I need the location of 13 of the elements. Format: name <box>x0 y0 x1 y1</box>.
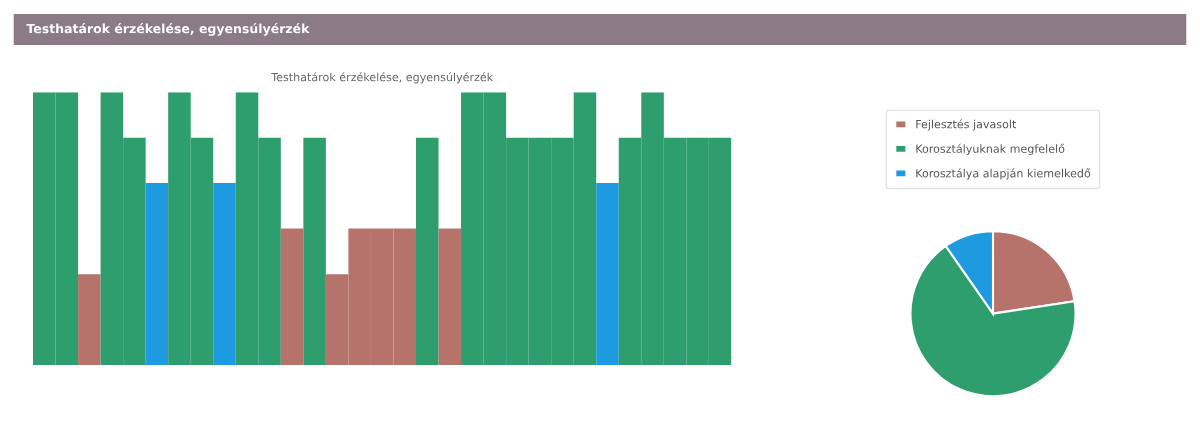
bar <box>78 274 101 366</box>
bar <box>280 228 304 366</box>
bar <box>596 183 619 366</box>
legend-label: Fejlesztés javasolt <box>916 119 1017 131</box>
bar <box>213 183 236 366</box>
chart-title: Testhatárok érzékelése, egyensúlyérzék <box>26 23 310 36</box>
bar <box>303 137 326 366</box>
bar <box>145 183 169 366</box>
legend-label: Korosztálya alapján kiemelkedő <box>916 168 1091 180</box>
bar <box>415 137 439 366</box>
bar <box>438 228 462 366</box>
legend-label: Korosztályuknak megfelelő <box>916 143 1065 156</box>
chart-subtitle: Testhatárok érzékelése, egyensúlyérzék <box>271 72 494 84</box>
